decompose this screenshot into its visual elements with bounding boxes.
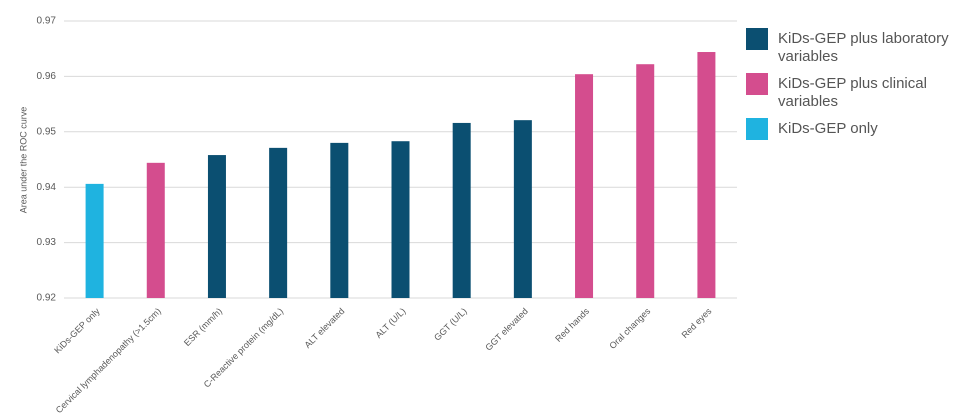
y-tick-label: 0.94 bbox=[37, 182, 57, 193]
x-tick-label: ALT elevated bbox=[302, 306, 346, 350]
legend-label: KiDs-GEP plus laboratory variables bbox=[778, 30, 949, 65]
y-axis-label: Area under the ROC curve bbox=[18, 107, 28, 214]
bar bbox=[330, 142, 349, 298]
x-tick-label: ALT (U/L) bbox=[374, 306, 408, 340]
bar bbox=[697, 52, 716, 298]
x-tick-label: KiDs-GEP only bbox=[52, 306, 102, 356]
x-tick-label: Red eyes bbox=[680, 306, 714, 340]
bar bbox=[269, 147, 288, 298]
legend-swatch bbox=[746, 73, 768, 95]
y-tick-label: 0.97 bbox=[37, 16, 57, 27]
legend-label: KiDs-GEP only bbox=[778, 120, 878, 137]
x-tick-label: Oral changes bbox=[607, 306, 652, 351]
legend-label: KiDs-GEP plus clinical variables bbox=[778, 75, 927, 110]
y-tick-label: 0.95 bbox=[37, 126, 57, 137]
bar bbox=[207, 155, 226, 298]
bar bbox=[513, 120, 532, 298]
bar bbox=[391, 141, 410, 298]
bar bbox=[575, 74, 594, 299]
y-tick-label: 0.92 bbox=[37, 293, 57, 304]
bar bbox=[146, 162, 165, 298]
x-tick-label: Cervical lymphadenopathy (>1.5cm) bbox=[54, 306, 163, 415]
x-tick-label: ESR (mm/h) bbox=[182, 306, 224, 348]
bar bbox=[636, 64, 655, 298]
x-tick-label: GGT elevated bbox=[483, 306, 530, 353]
y-tick-label: 0.96 bbox=[37, 71, 57, 82]
legend-swatch bbox=[746, 118, 768, 140]
x-tick-label: Red hands bbox=[553, 306, 591, 344]
bar bbox=[85, 183, 104, 298]
y-tick-label: 0.93 bbox=[37, 237, 57, 248]
bar bbox=[452, 122, 471, 298]
x-tick-label: GGT (U/L) bbox=[432, 306, 469, 343]
legend-swatch bbox=[746, 28, 768, 50]
